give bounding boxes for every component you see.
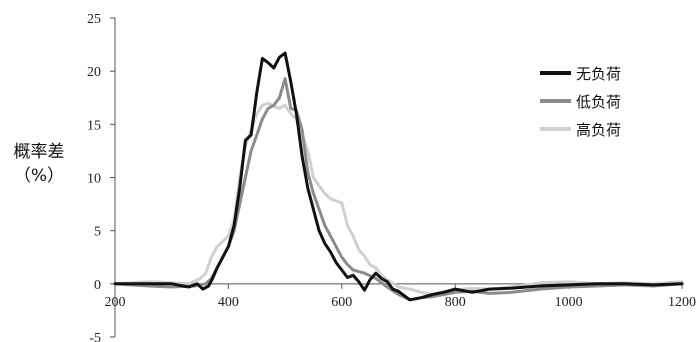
series-line-1 xyxy=(113,77,684,302)
series-layer xyxy=(113,51,684,302)
y-tick-label: -5 xyxy=(89,331,101,342)
axes: -5 0 5 10 15 20 25 200 400 600 800 1000 1200 xyxy=(87,12,696,342)
y-axis-label: 概率差 （%） xyxy=(6,140,72,188)
x-tick-label: 800 xyxy=(445,295,466,310)
series-line-0 xyxy=(113,51,684,302)
x-tick-label: 1000 xyxy=(555,295,583,310)
y-tick-label: 10 xyxy=(87,172,101,187)
legend-label-2: 高负荷 xyxy=(576,121,621,139)
y-tick-label: 15 xyxy=(87,118,101,133)
legend-label-0: 无负荷 xyxy=(576,65,621,83)
y-axis-label-line1: 概率差 xyxy=(13,142,65,162)
x-tick-label: 600 xyxy=(331,295,352,310)
y-axis-label-line2: （%） xyxy=(13,166,65,186)
y-tick-label: 5 xyxy=(94,225,101,240)
legend-label-1: 低负荷 xyxy=(576,93,621,111)
y-tick-label: 0 xyxy=(94,278,101,293)
y-tick-label: 25 xyxy=(87,12,101,27)
x-tick-label: 400 xyxy=(218,295,239,310)
x-tick-label: 200 xyxy=(105,295,126,310)
x-tick-label: 1200 xyxy=(668,295,696,310)
y-tick-label: 20 xyxy=(87,65,101,80)
